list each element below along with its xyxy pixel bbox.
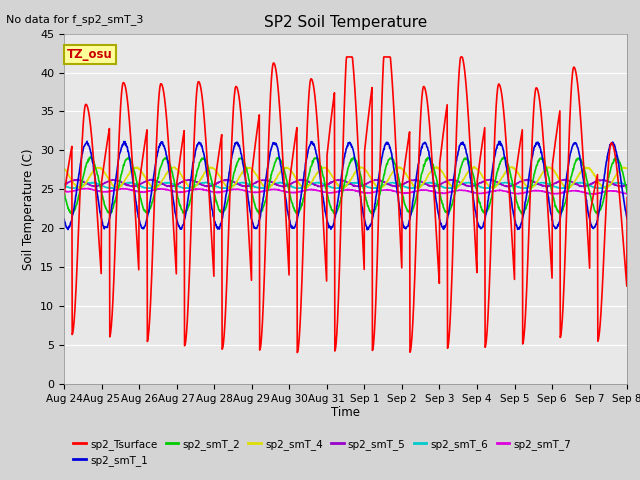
sp2_smT_1: [83, 138, 91, 144]
sp2_smT_4: [434, 165, 442, 170]
sp2_smT_4: [249, 167, 257, 172]
sp2_smT_7: [557, 191, 564, 196]
sp2_smT_2: [434, 183, 442, 189]
sp2_smT_4: [557, 179, 565, 184]
sp2_smT_5: [129, 184, 137, 190]
Line: sp2_smT_5: sp2_smT_5: [64, 180, 627, 187]
sp2_smT_5: [172, 182, 180, 188]
sp2_smT_7: [623, 191, 631, 196]
sp2_smT_1: [172, 213, 180, 219]
sp2_smT_4: [225, 185, 232, 191]
sp2_smT_6: [60, 182, 68, 188]
sp2_smT_4: [623, 166, 631, 171]
sp2_smT_6: [127, 180, 135, 185]
sp2_smT_4: [186, 183, 193, 189]
sp2_smT_5: [433, 183, 441, 189]
Legend: sp2_Tsurface, sp2_smT_1, sp2_smT_2, sp2_smT_4, sp2_smT_5, sp2_smT_6, sp2_smT_7: sp2_Tsurface, sp2_smT_1, sp2_smT_2, sp2_…: [69, 435, 575, 470]
X-axis label: Time: Time: [331, 407, 360, 420]
sp2_smT_5: [186, 178, 193, 183]
sp2_smT_2: [87, 154, 95, 160]
sp2_smT_2: [249, 193, 257, 199]
Line: sp2_smT_7: sp2_smT_7: [64, 189, 627, 194]
Line: sp2_smT_2: sp2_smT_2: [64, 157, 627, 214]
sp2_Tsurface: [557, 331, 565, 336]
sp2_Tsurface: [623, 194, 631, 200]
sp2_smT_6: [623, 182, 631, 188]
sp2_Tsurface: [293, 349, 301, 355]
sp2_smT_1: [508, 198, 515, 204]
Line: sp2_Tsurface: sp2_Tsurface: [64, 57, 627, 352]
sp2_Tsurface: [186, 275, 193, 281]
sp2_smT_1: [623, 216, 631, 222]
sp2_smT_7: [119, 186, 127, 192]
sp2_smT_2: [172, 187, 180, 193]
sp2_smT_1: [557, 211, 565, 216]
sp2_smT_4: [60, 166, 68, 171]
sp2_smT_7: [60, 189, 68, 194]
sp2_Tsurface: [248, 166, 256, 172]
sp2_smT_7: [507, 190, 515, 196]
sp2_smT_7: [186, 188, 193, 193]
sp2_smT_1: [186, 186, 193, 192]
Line: sp2_smT_1: sp2_smT_1: [64, 141, 627, 230]
Line: sp2_smT_6: sp2_smT_6: [64, 182, 627, 189]
sp2_Tsurface: [60, 192, 68, 198]
sp2_smT_7: [589, 191, 597, 197]
Text: No data for f_sp2_smT_3: No data for f_sp2_smT_3: [6, 14, 144, 25]
sp2_Tsurface: [434, 255, 442, 261]
sp2_smT_5: [249, 181, 257, 187]
Line: sp2_smT_4: sp2_smT_4: [64, 167, 627, 188]
Y-axis label: Soil Temperature (C): Soil Temperature (C): [22, 148, 35, 270]
sp2_smT_5: [557, 178, 565, 183]
sp2_smT_5: [623, 182, 631, 188]
sp2_smT_7: [249, 190, 257, 195]
sp2_smT_6: [249, 183, 257, 189]
sp2_smT_1: [434, 208, 442, 214]
sp2_smT_6: [557, 185, 565, 191]
Title: SP2 Soil Temperature: SP2 Soil Temperature: [264, 15, 428, 30]
sp2_smT_7: [172, 189, 180, 194]
sp2_Tsurface: [508, 226, 515, 231]
Text: TZ_osu: TZ_osu: [67, 48, 113, 61]
sp2_Tsurface: [172, 258, 179, 264]
sp2_smT_2: [557, 209, 565, 215]
sp2_smT_4: [172, 166, 179, 171]
sp2_smT_2: [508, 175, 515, 180]
sp2_smT_6: [172, 182, 180, 188]
sp2_smT_1: [60, 216, 68, 222]
sp2_smT_4: [433, 164, 440, 170]
sp2_smT_2: [60, 190, 68, 195]
sp2_smT_6: [369, 186, 376, 192]
sp2_smT_6: [186, 185, 193, 191]
sp2_smT_2: [331, 211, 339, 217]
sp2_smT_5: [507, 183, 515, 189]
sp2_smT_6: [434, 182, 442, 188]
sp2_smT_1: [364, 227, 371, 233]
sp2_smT_2: [623, 190, 631, 195]
sp2_smT_5: [60, 181, 68, 187]
sp2_smT_5: [524, 177, 532, 182]
sp2_smT_7: [433, 190, 441, 196]
sp2_smT_2: [186, 200, 193, 206]
sp2_smT_6: [508, 181, 515, 187]
sp2_smT_4: [508, 164, 515, 170]
sp2_Tsurface: [343, 54, 351, 60]
sp2_smT_1: [249, 219, 257, 225]
